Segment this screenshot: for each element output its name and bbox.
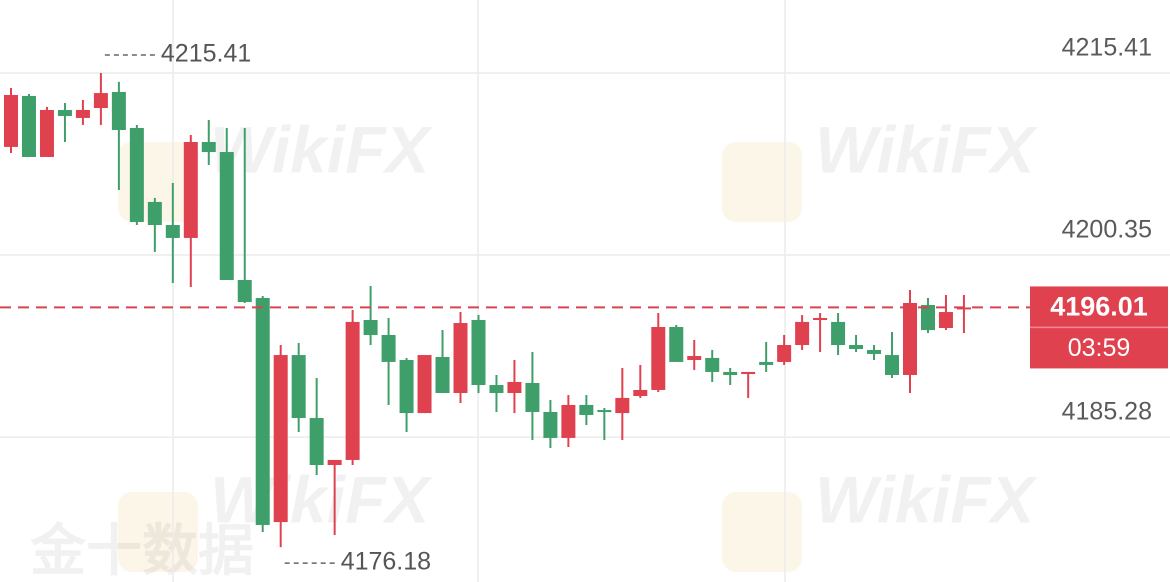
candle-body: [183, 141, 198, 238]
candle-body: [705, 357, 720, 372]
candle-body: [777, 345, 792, 362]
candle-body: [453, 323, 468, 393]
y-tick-label: 4185.28: [1062, 398, 1152, 426]
candle-body: [399, 360, 414, 414]
candle-body: [93, 93, 108, 109]
candle-body: [723, 371, 738, 375]
watermark-logo: [118, 492, 198, 572]
candle-body: [39, 109, 54, 157]
candle-body: [813, 317, 828, 321]
candle-body: [741, 371, 756, 375]
candle-body: [633, 389, 648, 397]
candle-body: [561, 404, 576, 438]
candle-body: [381, 334, 396, 362]
countdown-label: 03:59: [1068, 334, 1131, 362]
candle-body: [21, 95, 36, 157]
candle-body: [759, 361, 774, 365]
watermark-logo: [722, 142, 802, 222]
last-price-label: 4196.01: [1050, 292, 1148, 322]
candle-body: [255, 298, 270, 525]
candle-body: [111, 91, 126, 131]
watermark-logo: [722, 492, 802, 572]
candle-body: [489, 385, 504, 393]
candle-body: [903, 302, 917, 375]
overlay: 4185.28 4200.35 4215.41 4215.41 4176.18 4196.…: [0, 34, 1168, 576]
annotation-label: 4176.18: [341, 548, 431, 576]
watermark: WikiFX: [210, 462, 433, 536]
y-tick-label: 4215.41: [1062, 34, 1152, 62]
candle-body: [669, 327, 684, 362]
candle-body: [507, 381, 522, 393]
candle-body: [237, 280, 252, 302]
candle-body: [525, 382, 540, 412]
candle-body: [291, 355, 306, 419]
candle-body: [219, 152, 234, 281]
watermark: WikiFX: [815, 112, 1038, 186]
candle-body: [579, 404, 594, 415]
candle-body: [543, 411, 558, 438]
candle-body: [327, 459, 342, 466]
candle-body: [849, 345, 864, 350]
candle-body: [57, 109, 72, 117]
candle-body: [615, 397, 630, 414]
y-tick-label: 4200.35: [1062, 216, 1152, 244]
watermarks: WikiFX WikiFX WikiFX WikiFX 金十数据: [29, 112, 1038, 581]
candle-body: [309, 418, 324, 466]
candle-body: [795, 321, 810, 346]
candle-body: [597, 410, 612, 413]
watermark-2: 金十数据: [29, 519, 254, 582]
candle-body: [938, 312, 953, 328]
candle-body: [687, 356, 702, 361]
watermark: WikiFX: [815, 462, 1038, 536]
candles: [4, 72, 971, 548]
watermark: WikiFX: [210, 112, 433, 186]
candle-body: [147, 201, 162, 226]
candle-body: [201, 141, 216, 153]
candle-body: [4, 94, 18, 147]
candle-body: [651, 327, 666, 390]
candle-body: [345, 321, 360, 460]
annotation-label: 4215.41: [161, 40, 251, 68]
candle-body: [363, 320, 378, 335]
candle-body: [920, 305, 935, 331]
candle-body: [831, 321, 846, 346]
candle-body: [471, 320, 486, 386]
candle-body: [417, 355, 432, 414]
candle-body: [165, 225, 180, 238]
candle-body: [885, 355, 900, 375]
candle-body: [273, 355, 288, 523]
candle-body: [867, 349, 882, 354]
candle-body: [435, 356, 450, 393]
candle-body: [129, 127, 144, 222]
candle-body: [75, 109, 90, 118]
